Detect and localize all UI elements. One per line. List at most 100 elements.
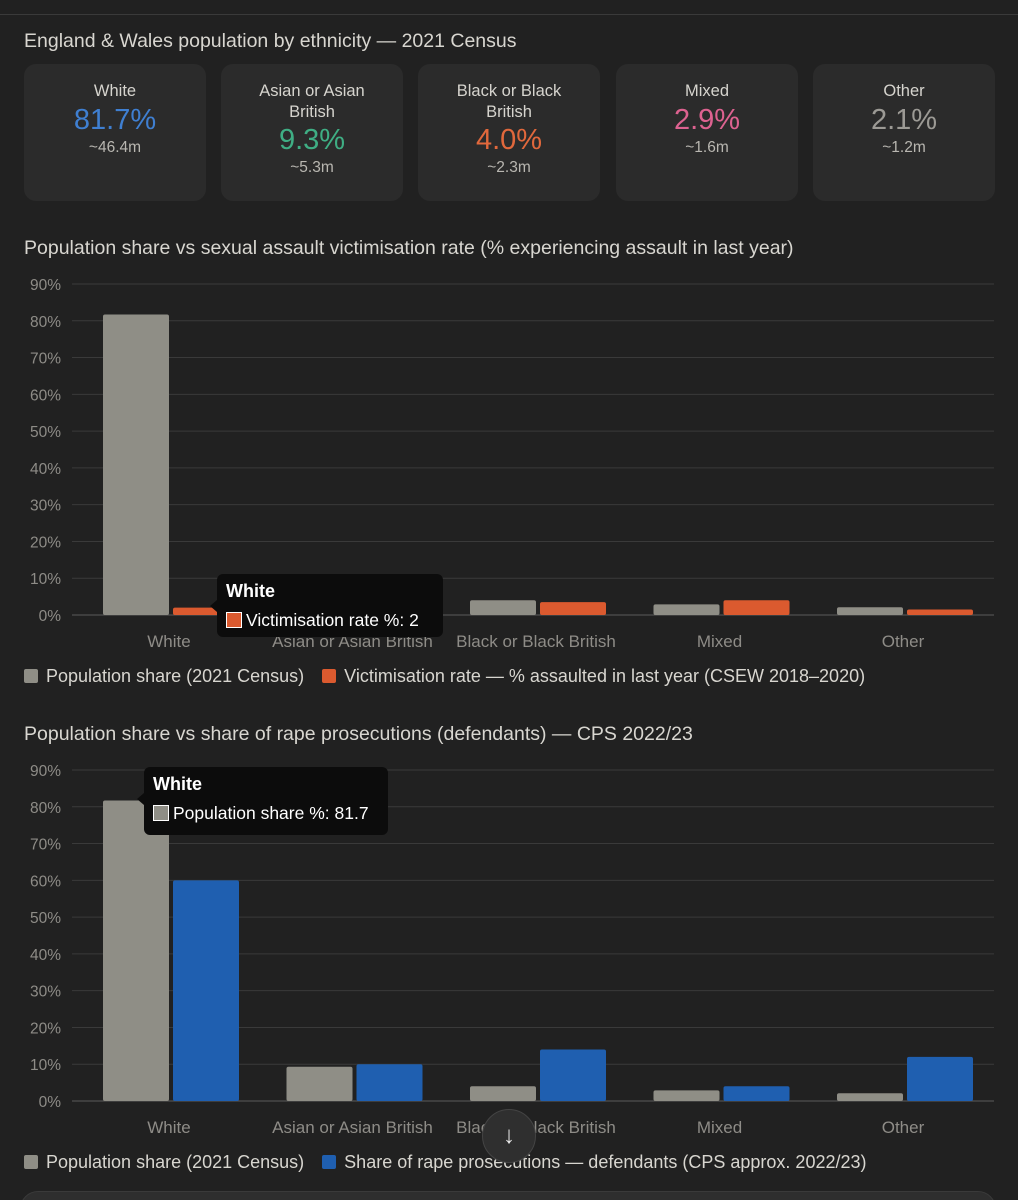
y-tick-label: 20% <box>30 1020 61 1037</box>
card-percentage: 4.0% <box>475 124 543 156</box>
chart2-title: Population share vs share of rape prosec… <box>24 723 693 745</box>
card-count: ~5.3m <box>290 159 334 176</box>
card-percentage: 2.1% <box>870 104 938 136</box>
y-tick-label: 0% <box>39 1094 62 1111</box>
legend-label: Population share (2021 Census) <box>46 1151 305 1172</box>
tooltip-arrow <box>210 600 217 612</box>
chart2-legend: Population share (2021 Census) Share of … <box>24 1150 885 1174</box>
card-label: Other <box>883 82 925 100</box>
x-tick-label: White <box>147 632 190 650</box>
y-tick-label: 10% <box>30 571 61 588</box>
tooltip-value: Population share %: 81.7 <box>173 803 369 823</box>
bar-population-3[interactable] <box>653 604 720 615</box>
x-tick-label: White <box>147 1118 190 1137</box>
bar-population-0[interactable] <box>103 314 169 615</box>
tooltip-arrow <box>137 793 144 805</box>
card-count: ~2.3m <box>487 159 531 176</box>
chart2-tooltip: White Population share %: 81.7 <box>137 767 388 835</box>
bar-series2-4[interactable] <box>907 1056 973 1101</box>
bar-population-4[interactable] <box>837 1093 903 1101</box>
legend-label: Population share (2021 Census) <box>46 665 305 686</box>
y-tick-label: 80% <box>30 314 61 331</box>
legend-swatch <box>322 669 337 683</box>
legend-item-prosecutions[interactable]: Share of rape prosecutions — defendants … <box>322 1151 867 1173</box>
legend-swatch <box>24 1155 38 1169</box>
bar-population-3[interactable] <box>653 1090 720 1101</box>
tooltip-row: Population share %: 81.7 <box>153 803 379 823</box>
card-black: Black or Black British 4.0% ~2.3m <box>418 64 600 201</box>
bar-series2-3[interactable] <box>723 1086 790 1101</box>
y-tick-label: 40% <box>30 461 61 478</box>
chart1-title: Population share vs sexual assault victi… <box>24 237 794 259</box>
card-label: Asian or Asian British <box>259 82 365 121</box>
x-tick-label: Mixed <box>697 632 742 650</box>
card-other: Other 2.1% ~1.2m <box>813 64 995 201</box>
chart1-legend: Population share (2021 Census) Victimisa… <box>24 664 883 688</box>
x-tick-label: Asian or Asian British <box>272 1118 433 1137</box>
x-tick-label: Mixed <box>697 1118 742 1137</box>
card-count: ~46.4m <box>88 139 142 156</box>
tooltip-title: White <box>153 774 202 794</box>
legend-item-population[interactable]: Population share (2021 Census) <box>24 1152 304 1173</box>
bar-series2-4[interactable] <box>907 609 973 615</box>
y-tick-label: 60% <box>30 873 61 890</box>
y-tick-label: 20% <box>30 534 61 551</box>
message-composer[interactable] <box>20 1191 996 1200</box>
y-tick-label: 70% <box>30 837 61 854</box>
card-label: Mixed <box>684 82 729 100</box>
y-tick-label: 50% <box>30 424 61 441</box>
bar-population-2[interactable] <box>470 1086 536 1101</box>
chart2-plot: 0% 10% 20% 30% 40% 50% 60% 70% 80% 90% White Asian … <box>30 763 994 1137</box>
legend-swatch <box>24 669 38 683</box>
arrow-down-icon: ↓ <box>503 1122 515 1149</box>
y-tick-label: 40% <box>30 947 61 964</box>
bar-series2-2[interactable] <box>540 602 606 615</box>
legend-item-victimisation[interactable]: Victimisation rate — % assaulted in last… <box>322 666 865 687</box>
y-tick-label: 60% <box>30 387 61 404</box>
y-tick-label: 50% <box>30 910 61 927</box>
bar-series2-2[interactable] <box>540 1049 606 1101</box>
legend-label: Victimisation rate — % assaulted in last… <box>344 665 866 686</box>
legend-label: Share of rape prosecutions — defendants … <box>344 1151 867 1172</box>
card-percentage: 9.3% <box>278 124 346 156</box>
x-tick-label: Other <box>882 1118 925 1137</box>
card-count: ~1.2m <box>882 139 926 156</box>
y-tick-label: 30% <box>30 984 61 1001</box>
y-tick-label: 80% <box>30 800 61 817</box>
y-tick-label: 90% <box>30 277 61 294</box>
bar-series2-1[interactable] <box>356 1064 423 1101</box>
legend-item-population[interactable]: Population share (2021 Census) <box>24 666 304 687</box>
card-count: ~1.6m <box>685 139 729 156</box>
card-mixed: Mixed 2.9% ~1.6m <box>616 64 798 201</box>
tooltip-row: Victimisation rate %: 2 <box>226 610 434 630</box>
summary-cards: White 81.7% ~46.4m Asian or Asian Britis… <box>24 64 995 201</box>
y-tick-label: 0% <box>39 608 62 625</box>
y-tick-label: 10% <box>30 1057 61 1074</box>
x-tick-label: Black or Black British <box>456 632 616 650</box>
bar-population-2[interactable] <box>470 600 536 615</box>
y-tick-label: 30% <box>30 498 61 515</box>
scroll-down-button[interactable]: ↓ <box>482 1109 536 1163</box>
top-divider <box>0 14 1018 15</box>
x-tick-label: Black or Black British <box>456 1118 616 1137</box>
bar-population-0[interactable] <box>103 800 169 1101</box>
chart1-plot: 0%10%20%30%40%50%60%70%80%90%White Asian … <box>30 277 994 650</box>
card-asian: Asian or Asian British 9.3% ~5.3m <box>221 64 403 201</box>
card-percentage: 2.9% <box>673 104 741 136</box>
card-white: White 81.7% ~46.4m <box>24 64 206 201</box>
bar-population-4[interactable] <box>837 607 903 615</box>
bar-series2-0[interactable] <box>173 880 239 1101</box>
card-percentage: 81.7% <box>73 104 157 136</box>
tooltip-value: Victimisation rate %: 2 <box>246 610 419 630</box>
x-tick-label: Other <box>882 632 925 650</box>
tooltip-swatch <box>153 805 169 821</box>
chart1-tooltip: White Victimisation rate %: 2 <box>210 574 443 637</box>
bar-population-1[interactable] <box>286 1066 353 1101</box>
card-label: Black or Black British <box>456 82 562 121</box>
legend-swatch <box>322 1155 337 1169</box>
tooltip-swatch <box>226 612 242 628</box>
y-tick-label: 70% <box>30 351 61 368</box>
bar-series2-3[interactable] <box>723 600 790 615</box>
tooltip-title: White <box>226 581 275 601</box>
